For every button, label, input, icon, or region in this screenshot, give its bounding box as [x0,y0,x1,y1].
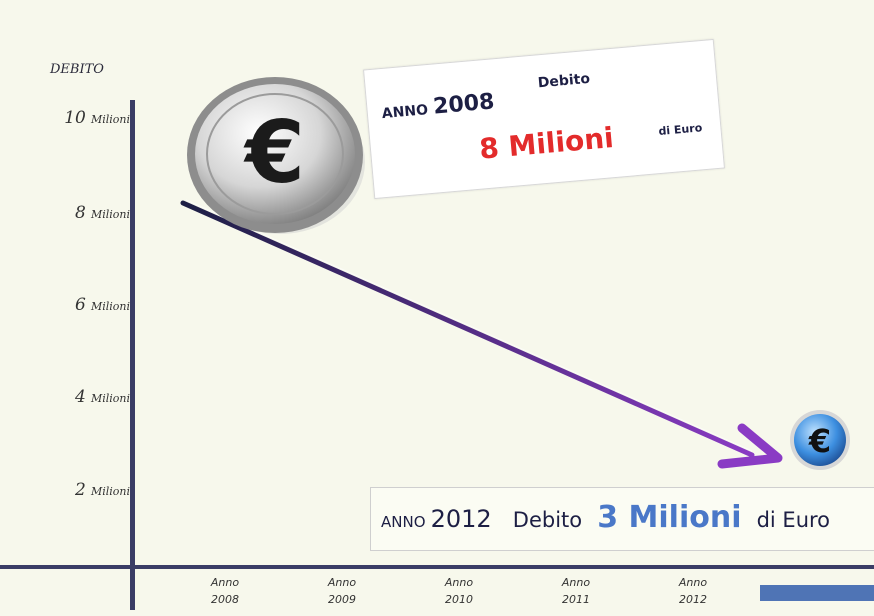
x-tick-2011: Anno 2011 [541,574,611,608]
y-tick-8: 8 Milioni [20,203,130,223]
y-tick-unit: Milioni [90,392,130,405]
x-tick-year: 2010 [445,593,473,606]
y-tick-10: 10 Milioni [20,108,130,128]
euro-coin-large-icon: € [187,77,365,234]
callout-2012-anno: ANNO [381,513,426,531]
x-tick-top: Anno [444,576,474,589]
y-axis-line [130,100,135,610]
euro-coin-small-icon: € [790,410,850,470]
trend-line-highlight [185,199,753,452]
callout-2008-unit: di Euro [657,121,703,139]
y-tick-number: 4 [75,387,86,407]
trend-line [180,200,755,458]
callout-2012-line: ANNO 2012 Debito 3 Milioni di Euro [381,500,830,535]
x-tick-year: 2012 [679,593,707,606]
arrow-head [717,423,783,469]
x-tick-year: 2008 [211,593,239,606]
y-tick-unit: Milioni [90,208,130,221]
x-tick-year: 2011 [562,593,590,606]
callout-2012-unit: di Euro [756,508,831,532]
x-tick-2008: Anno 2008 [190,574,260,608]
callout-2008-year-line: ANNO 2008 [381,89,496,124]
callout-2012: ANNO 2012 Debito 3 Milioni di Euro [370,487,874,551]
y-tick-unit: Milioni [90,300,130,313]
callout-2012-amount: 3 Milioni [597,500,742,535]
euro-symbol: € [808,422,831,460]
x-tick-top: Anno [327,576,357,589]
callout-2008-year: 2008 [432,89,496,120]
y-tick-2: 2 Milioni [20,480,130,500]
y-tick-6: 6 Milioni [20,295,130,315]
x-tick-2010: Anno 2010 [424,574,494,608]
callout-2012-debito: Debito [512,508,583,532]
y-tick-number: 10 [64,108,86,128]
x-tick-top: Anno [561,576,591,589]
bottom-bar [760,585,874,601]
callout-2008-amount: 8 Milioni [477,121,615,166]
y-axis-title: DEBITO [50,62,104,77]
y-tick-unit: Milioni [90,485,130,498]
y-tick-4: 4 Milioni [20,387,130,407]
euro-symbol: € [243,103,305,203]
callout-2008-debito: Debito [537,70,591,92]
x-tick-top: Anno [678,576,708,589]
x-tick-2009: Anno 2009 [307,574,377,608]
x-tick-top: Anno [210,576,240,589]
x-tick-2012: Anno 2012 [658,574,728,608]
y-tick-unit: Milioni [90,113,130,126]
x-axis-line [0,565,874,569]
callout-2012-year: 2012 [430,505,492,533]
x-tick-year: 2009 [328,593,356,606]
y-tick-number: 6 [75,295,86,315]
y-tick-number: 2 [75,480,86,500]
y-tick-number: 8 [75,203,86,223]
callout-2008-anno: ANNO [381,102,429,123]
